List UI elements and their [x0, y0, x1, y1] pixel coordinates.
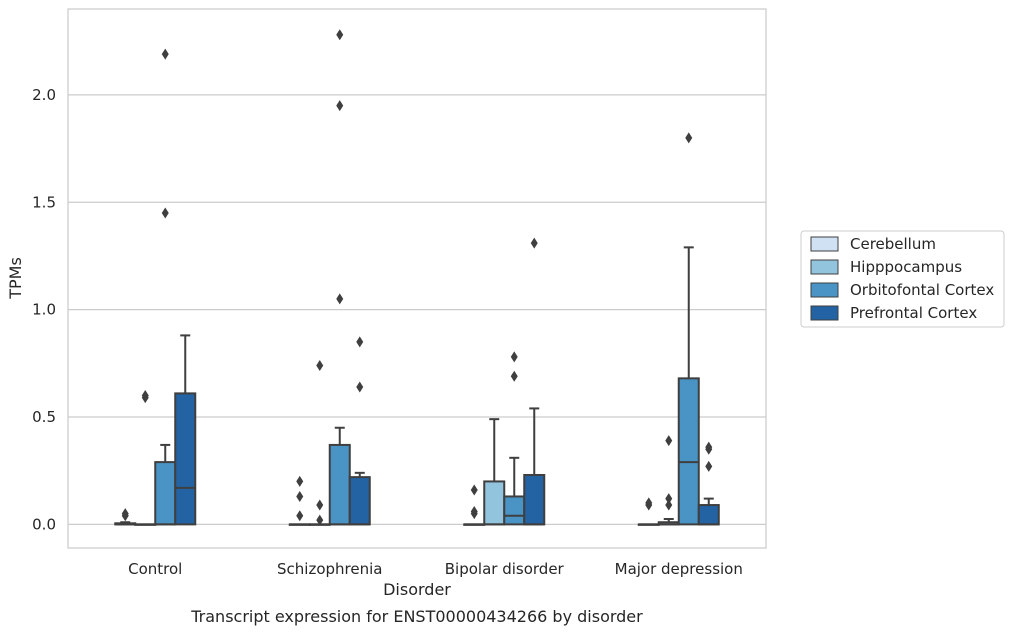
legend-swatch [810, 236, 839, 252]
box-body [503, 495, 526, 526]
outlier-point [510, 351, 518, 363]
y-tick-label: 1.0 [32, 301, 56, 319]
legend-label: Cerebellum [850, 235, 936, 253]
legend-frame [800, 230, 1005, 328]
box-orbitofontal-cortex [677, 132, 700, 526]
box-body [154, 461, 177, 526]
outlier-point [530, 237, 538, 249]
box-cerebellum [463, 484, 486, 526]
box-prefrontal-cortex [348, 336, 371, 526]
outlier-point [296, 475, 304, 487]
outlier-point [336, 100, 344, 112]
legend: Cerebellum Hipppocampus Orbitofontal Corte… [800, 230, 1005, 328]
outlier-point [470, 505, 478, 517]
legend-swatch [810, 305, 839, 321]
outlier-point [685, 132, 693, 144]
box-cerebellum [114, 508, 137, 526]
plot-frame [67, 8, 767, 549]
box-orbitofontal-cortex [503, 351, 526, 526]
outlier-point [141, 390, 149, 402]
outlier-point [336, 29, 344, 41]
box-prefrontal-cortex [697, 441, 720, 526]
box-hipppocampus [657, 435, 680, 526]
outlier-point [336, 293, 344, 305]
box-body [174, 392, 197, 526]
outlier-point [296, 510, 304, 522]
box-cerebellum [637, 497, 660, 526]
box-body [677, 377, 700, 526]
box-groups [114, 29, 720, 526]
legend-label: Prefrontal Cortex [850, 304, 977, 322]
grid-lines [68, 94, 766, 525]
outlier-point [665, 493, 673, 505]
box-prefrontal-cortex [174, 334, 197, 526]
outlier-point [705, 441, 713, 453]
box-body [328, 443, 351, 526]
outlier-point [121, 508, 129, 520]
legend-label: Hipppocampus [850, 258, 962, 276]
y-axis-title: TPMs [6, 257, 25, 300]
x-tick-label: Bipolar disorder [445, 560, 565, 578]
x-tick-labels: Control Schizophrenia Bipolar disorder Majo… [128, 560, 743, 578]
outlier-point [665, 499, 673, 511]
y-tick-label: 2.0 [32, 86, 56, 104]
outlier-point [161, 48, 169, 60]
x-tick-label: Control [128, 560, 182, 578]
box-body [523, 473, 546, 526]
y-tick-label: 0.5 [32, 408, 56, 426]
x-tick-label: Major depression [615, 560, 743, 578]
y-tick-label: 0.0 [32, 515, 56, 533]
legend-swatch [810, 282, 839, 298]
y-tick-label: 1.5 [32, 193, 56, 211]
legend-label: Orbitofontal Cortex [850, 281, 994, 299]
box-hipppocampus [134, 390, 157, 526]
box-orbitofontal-cortex [328, 29, 351, 526]
outlier-point [316, 514, 324, 526]
outlier-point [645, 497, 653, 509]
box-hipppocampus [483, 418, 506, 526]
legend-swatch [810, 259, 839, 275]
outlier-point [161, 207, 169, 219]
box-cerebellum [288, 475, 311, 526]
y-tick-labels: 0.0 0.5 1.0 1.5 2.0 [32, 86, 56, 533]
box-orbitofontal-cortex [154, 48, 177, 526]
box-body [483, 480, 506, 526]
outlier-point [316, 359, 324, 371]
outlier-point [510, 370, 518, 382]
box-body [348, 476, 371, 526]
box-prefrontal-cortex [523, 237, 546, 526]
outlier-point [665, 435, 673, 447]
outlier-point [356, 381, 364, 393]
outlier-point [470, 484, 478, 496]
box-body [697, 504, 720, 526]
outlier-point [705, 460, 713, 472]
x-tick-label: Schizophrenia [277, 560, 382, 578]
outlier-point [296, 490, 304, 502]
x-axis-title: Disorder [383, 580, 451, 599]
outlier-point [356, 336, 364, 348]
chart-caption: Transcript expression for ENST0000043426… [190, 607, 643, 626]
outlier-point [316, 499, 324, 511]
box-hipppocampus [308, 359, 331, 526]
